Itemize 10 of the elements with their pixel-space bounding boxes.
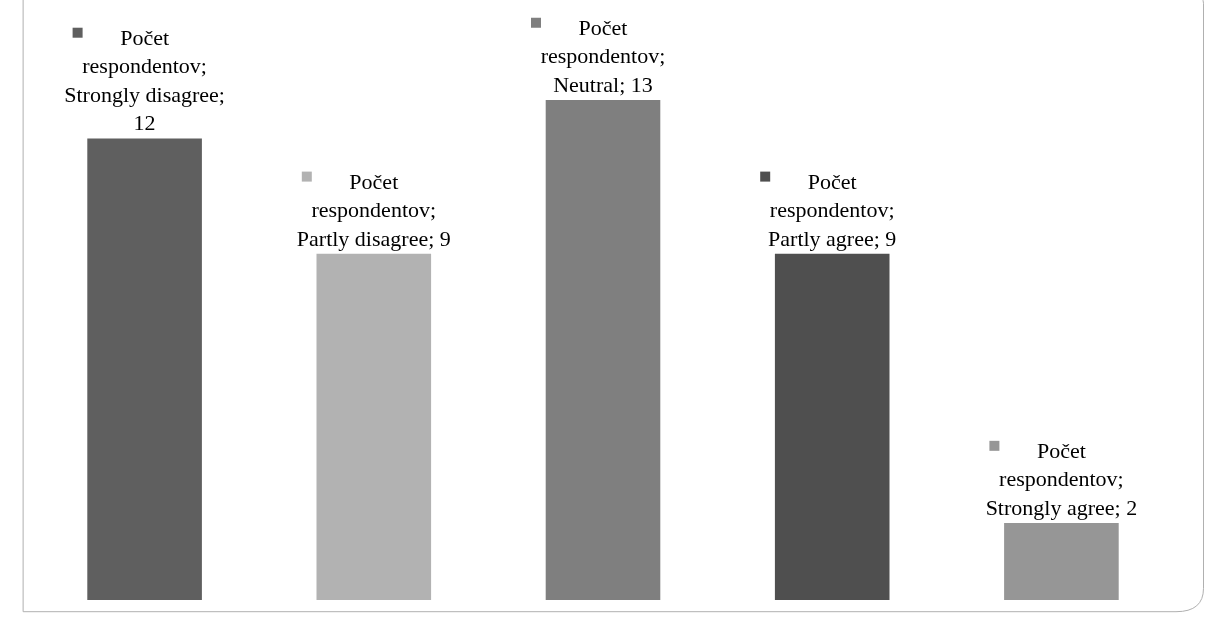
bar <box>774 253 890 600</box>
bar <box>87 138 202 600</box>
data-label: Počet respondentov; Partly agree; 9 <box>768 168 897 251</box>
bar <box>545 100 661 600</box>
bar <box>1004 523 1119 600</box>
data-label: Počet respondentov; Neutral; 13 <box>540 14 666 97</box>
data-label: Počet respondentov; Strongly disagree; 12 <box>64 24 225 136</box>
data-label: Počet respondentov; Partly disagree; 9 <box>296 168 451 251</box>
bar <box>316 253 432 600</box>
data-label: Počet respondentov; Strongly agree; 2 <box>985 437 1138 521</box>
